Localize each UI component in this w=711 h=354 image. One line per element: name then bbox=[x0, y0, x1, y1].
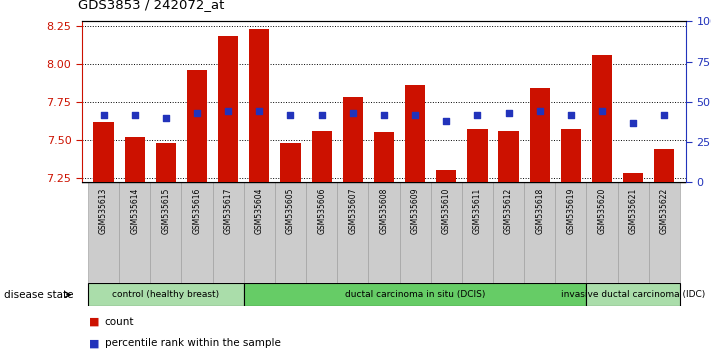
Text: GSM535606: GSM535606 bbox=[317, 187, 326, 234]
Point bbox=[658, 112, 670, 118]
Text: GSM535614: GSM535614 bbox=[130, 187, 139, 234]
Bar bbox=[280, 143, 301, 182]
Point bbox=[565, 112, 577, 118]
Bar bbox=[592, 55, 612, 182]
Text: GSM535619: GSM535619 bbox=[567, 187, 575, 234]
Point bbox=[628, 120, 639, 126]
Bar bbox=[343, 97, 363, 182]
Bar bbox=[431, 182, 462, 283]
Bar bbox=[648, 182, 680, 283]
Bar bbox=[124, 137, 145, 182]
Bar bbox=[311, 131, 332, 182]
Text: GSM535605: GSM535605 bbox=[286, 187, 295, 234]
Text: GSM535622: GSM535622 bbox=[660, 187, 669, 234]
Text: percentile rank within the sample: percentile rank within the sample bbox=[105, 338, 280, 348]
Text: ■: ■ bbox=[89, 338, 100, 348]
Bar bbox=[93, 121, 114, 182]
Bar bbox=[587, 283, 680, 306]
Text: GSM535618: GSM535618 bbox=[535, 187, 544, 234]
Bar bbox=[623, 173, 643, 182]
Point bbox=[347, 110, 358, 116]
Text: GSM535621: GSM535621 bbox=[629, 187, 638, 234]
Bar bbox=[374, 132, 394, 182]
Text: GSM535616: GSM535616 bbox=[193, 187, 201, 234]
Text: GSM535609: GSM535609 bbox=[410, 187, 419, 234]
Text: ductal carcinoma in situ (DCIS): ductal carcinoma in situ (DCIS) bbox=[345, 290, 486, 299]
Bar bbox=[368, 182, 400, 283]
Point bbox=[129, 112, 140, 118]
Text: GSM535617: GSM535617 bbox=[224, 187, 232, 234]
Text: invasive ductal carcinoma (IDC): invasive ductal carcinoma (IDC) bbox=[561, 290, 705, 299]
Bar bbox=[150, 182, 181, 283]
Bar bbox=[250, 29, 269, 182]
Bar bbox=[493, 182, 524, 283]
Text: GSM535615: GSM535615 bbox=[161, 187, 171, 234]
Point bbox=[254, 109, 265, 114]
Bar bbox=[88, 283, 244, 306]
Point bbox=[441, 118, 452, 124]
Bar bbox=[587, 182, 618, 283]
Bar bbox=[467, 129, 488, 182]
Text: GSM535610: GSM535610 bbox=[442, 187, 451, 234]
Text: GSM535604: GSM535604 bbox=[255, 187, 264, 234]
Bar bbox=[462, 182, 493, 283]
Text: GSM535607: GSM535607 bbox=[348, 187, 358, 234]
Bar bbox=[275, 182, 306, 283]
Text: ■: ■ bbox=[89, 317, 100, 327]
Bar bbox=[213, 182, 244, 283]
Bar bbox=[654, 149, 675, 182]
Point bbox=[98, 112, 109, 118]
Text: GSM535612: GSM535612 bbox=[504, 187, 513, 234]
Bar bbox=[218, 36, 238, 182]
Bar bbox=[524, 182, 555, 283]
Bar bbox=[530, 88, 550, 182]
Bar bbox=[181, 182, 213, 283]
Bar bbox=[618, 182, 648, 283]
Bar bbox=[337, 182, 368, 283]
Bar bbox=[244, 182, 275, 283]
Text: GDS3853 / 242072_at: GDS3853 / 242072_at bbox=[78, 0, 225, 11]
Point bbox=[471, 112, 483, 118]
Point bbox=[534, 109, 545, 114]
Point bbox=[378, 112, 390, 118]
Bar bbox=[187, 70, 207, 182]
Text: GSM535608: GSM535608 bbox=[380, 187, 388, 234]
Text: GSM535613: GSM535613 bbox=[99, 187, 108, 234]
Text: count: count bbox=[105, 317, 134, 327]
Bar bbox=[306, 182, 337, 283]
Text: disease state: disease state bbox=[4, 290, 73, 300]
Point bbox=[410, 112, 421, 118]
Point bbox=[316, 112, 327, 118]
Bar bbox=[400, 182, 431, 283]
Point bbox=[223, 109, 234, 114]
Bar bbox=[88, 182, 119, 283]
Text: GSM535611: GSM535611 bbox=[473, 187, 482, 234]
Bar bbox=[498, 131, 518, 182]
Point bbox=[160, 115, 171, 121]
Bar bbox=[119, 182, 150, 283]
Text: control (healthy breast): control (healthy breast) bbox=[112, 290, 220, 299]
Bar bbox=[156, 143, 176, 182]
Point bbox=[597, 109, 608, 114]
Bar bbox=[244, 283, 587, 306]
Bar bbox=[555, 182, 587, 283]
Bar bbox=[405, 85, 425, 182]
Point bbox=[191, 110, 203, 116]
Text: GSM535620: GSM535620 bbox=[597, 187, 606, 234]
Bar bbox=[436, 170, 456, 182]
Point bbox=[503, 110, 514, 116]
Point bbox=[285, 112, 296, 118]
Bar bbox=[561, 129, 581, 182]
